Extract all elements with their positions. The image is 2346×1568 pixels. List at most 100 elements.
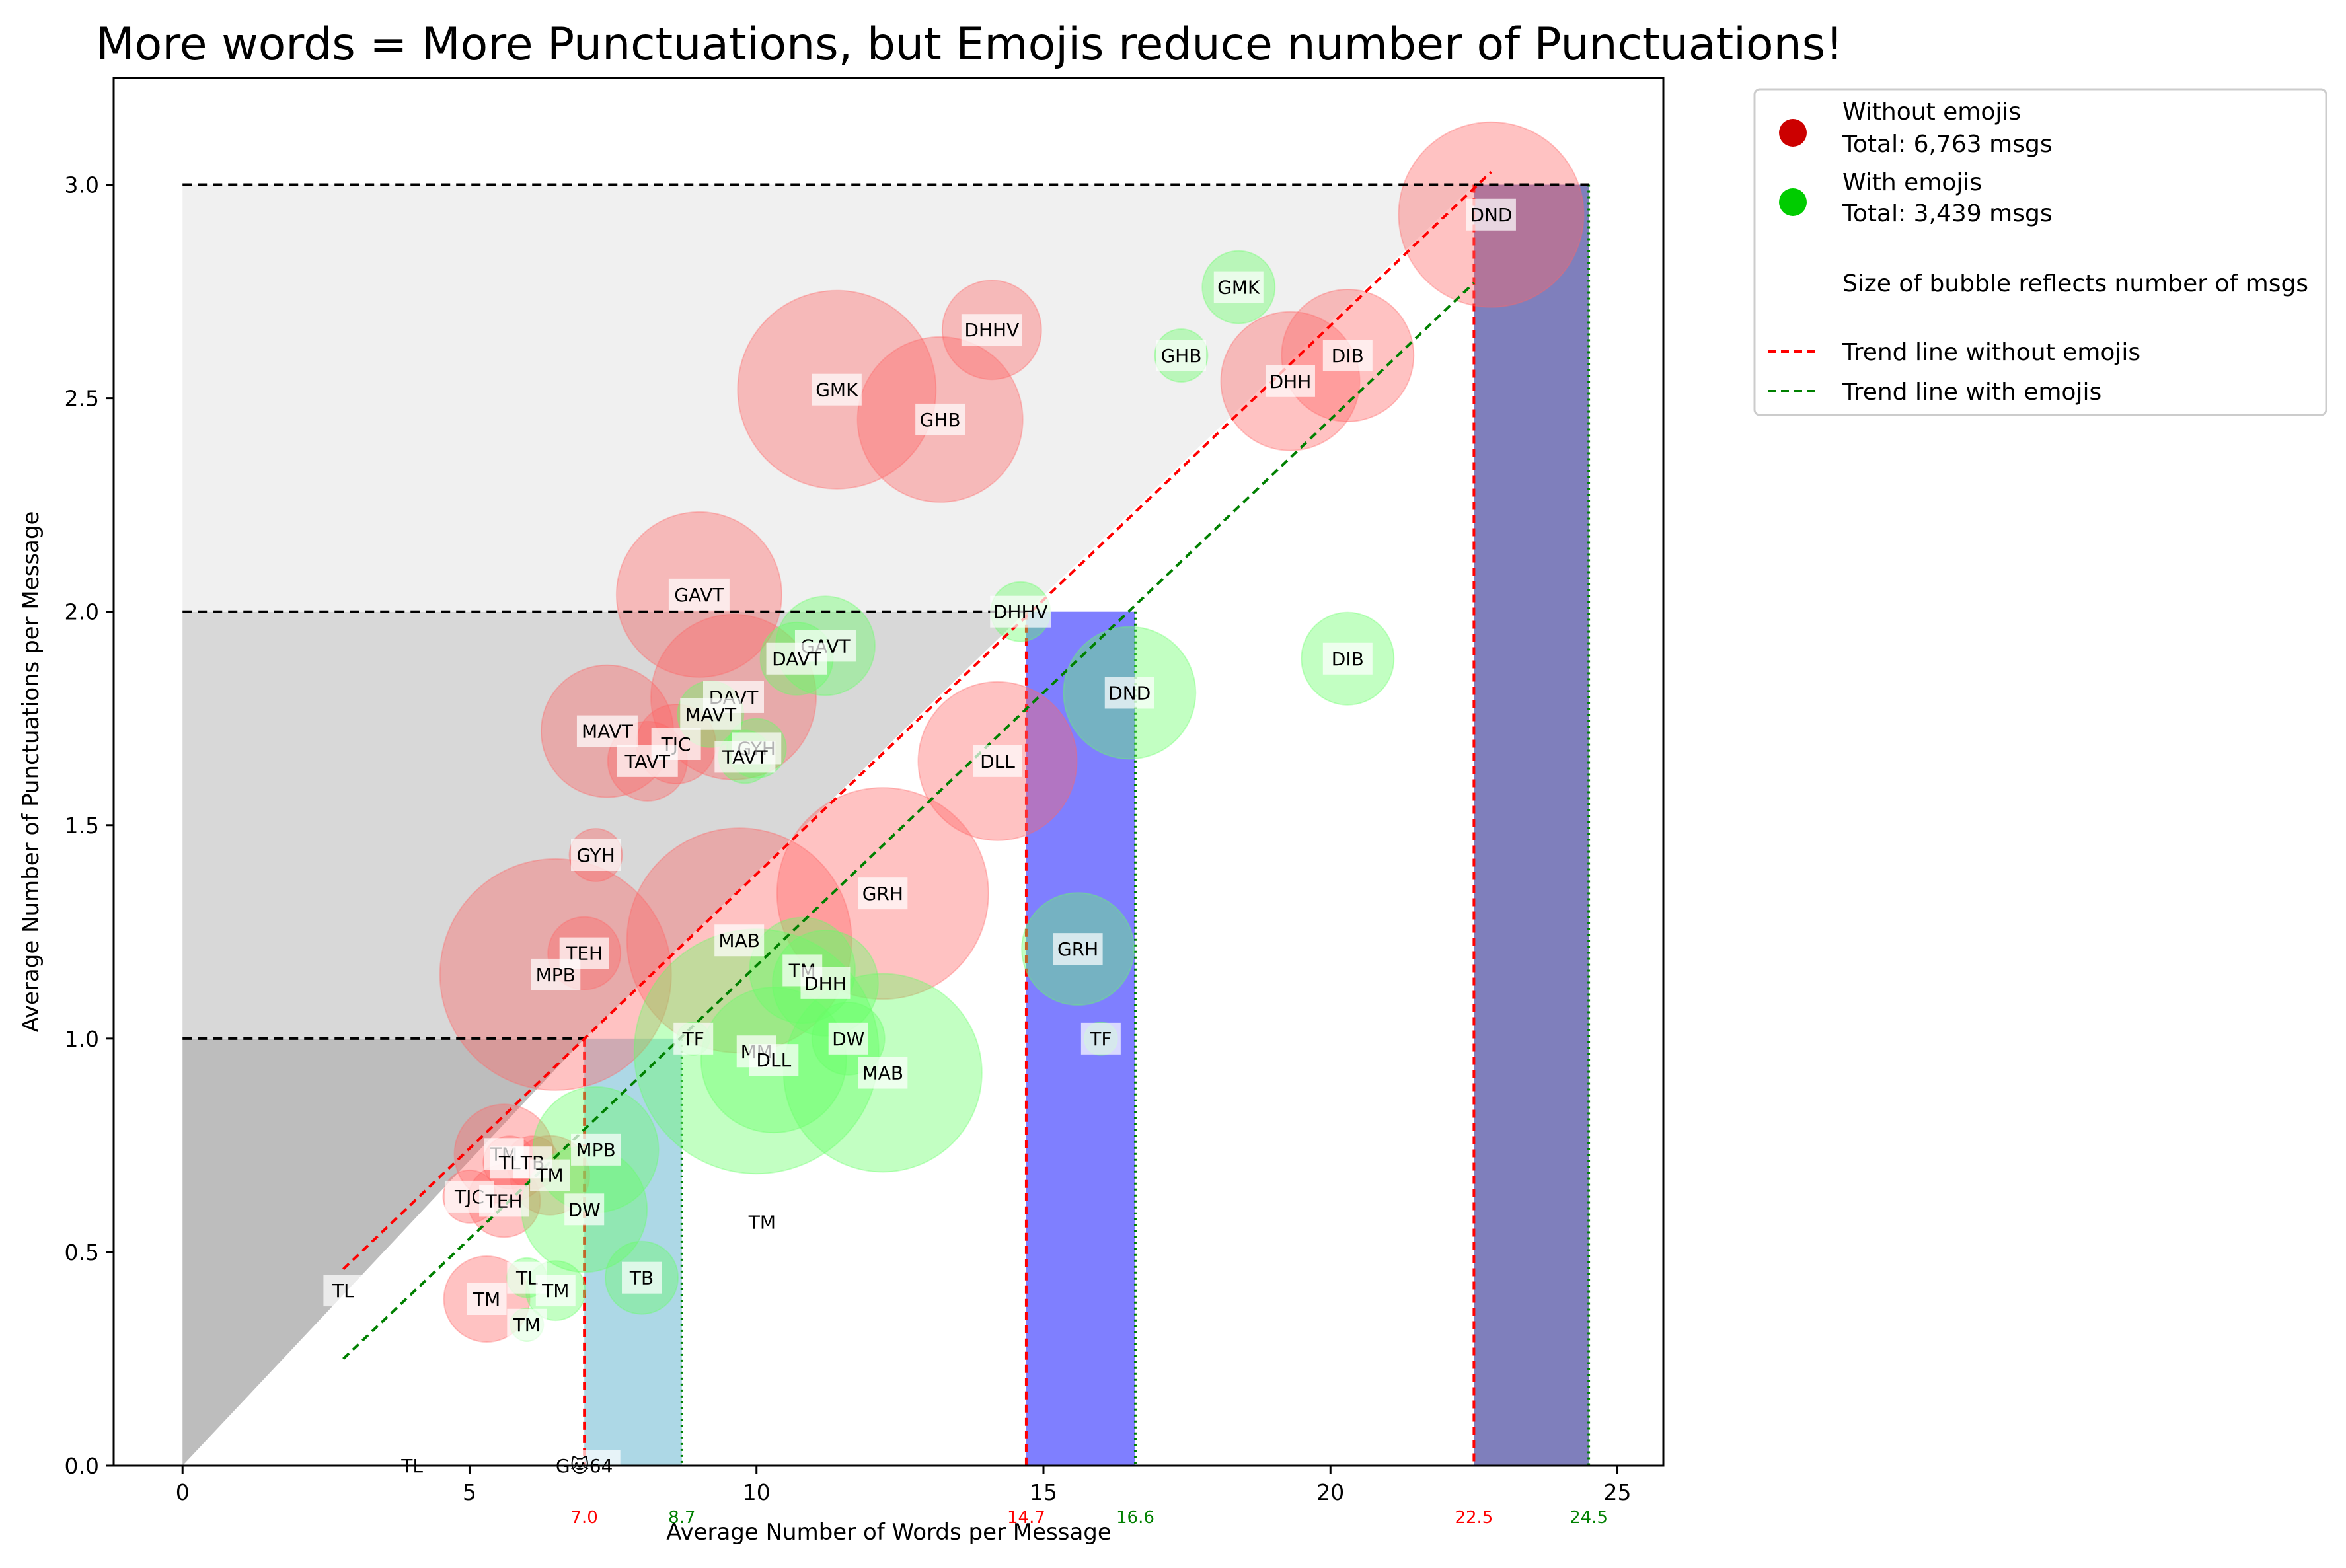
- bubble-label: TL: [332, 1280, 354, 1302]
- y-tick-label: 0.5: [65, 1240, 99, 1265]
- bubble-label: DLL: [756, 1049, 791, 1071]
- bubble-label-box: [531, 958, 581, 990]
- column-value-label: 7.0: [571, 1508, 598, 1528]
- bubble-label: GRH: [1057, 938, 1098, 960]
- legend-without-total: Total: 6,763 msgs: [1842, 131, 2053, 158]
- bubble-label: DW: [832, 1028, 864, 1050]
- bubble-label: DND: [1108, 682, 1151, 704]
- bubble-label-box: [1265, 365, 1315, 397]
- legend-with-marker: [1779, 188, 1807, 216]
- bubble-label-box: [479, 1185, 529, 1217]
- bubble-label-box: [766, 642, 827, 675]
- column-value-label: 16.6: [1116, 1508, 1154, 1528]
- bubble-label: GYH: [576, 844, 615, 866]
- bubble-label-box: [1466, 198, 1516, 231]
- bubble-label: TB: [629, 1267, 654, 1289]
- bubble-label: MAB: [862, 1063, 904, 1084]
- bubble-label: DIB: [1332, 648, 1364, 670]
- threshold-columns: 7.0 8.7 14.7 16.6 22.5 24.5: [571, 184, 1608, 1528]
- bubble-label-box: [571, 1133, 621, 1166]
- bubble-label: TEH: [485, 1190, 523, 1212]
- plot-frame: [112, 77, 1665, 1467]
- band-low: [182, 1038, 585, 1466]
- bubble-label: DHHV: [964, 319, 1019, 341]
- bubble-label: TM: [748, 1212, 776, 1234]
- legend-without-label: Without emojis: [1842, 98, 2021, 126]
- bubble-label: GRH: [862, 883, 903, 905]
- threshold-lines: [182, 183, 1589, 1040]
- bubble-label-box: [507, 1308, 547, 1341]
- bubble-label-box: [622, 1261, 662, 1294]
- legend-size-note: Size of bubble reflects number of msgs: [1842, 270, 2308, 297]
- legend-with-total: Total: 3,439 msgs: [1842, 200, 2053, 227]
- column-fill-1: [584, 1038, 682, 1466]
- y-tick-label: 2.5: [65, 386, 99, 412]
- bubble-label: TF: [1089, 1028, 1112, 1050]
- bubble-label-box: [749, 1044, 799, 1076]
- bubble-label: GMK: [1217, 277, 1260, 299]
- bubble-label-box: [714, 741, 776, 773]
- x-tick-label: 10: [743, 1479, 771, 1505]
- x-tick-label: 25: [1604, 1479, 1632, 1505]
- legend-trend-with-label: Trend line with emojis: [1842, 379, 2101, 406]
- bubble-label: DHHV: [993, 601, 1048, 623]
- legend: Without emojis Total: 6,763 msgs With em…: [1753, 88, 2327, 416]
- legend-box: [1753, 88, 2327, 416]
- bubble-label-box: [323, 1275, 363, 1307]
- bubble-label: TM: [473, 1288, 500, 1310]
- bubble-label-box: [673, 1022, 714, 1055]
- bubble-label-box: [828, 1022, 868, 1055]
- y-tick-label: 1.5: [65, 813, 99, 839]
- bubble-label-box: [1156, 340, 1206, 371]
- band-mid: [182, 611, 1026, 1039]
- bubble-label-box: [1322, 642, 1373, 675]
- legend-trend-without-label: Trend line without emojis: [1842, 339, 2140, 366]
- x-axis-label: Average Number of Words per Message: [666, 1519, 1112, 1546]
- bubble-label-box: [668, 578, 730, 611]
- bubble-label-box: [858, 1057, 908, 1089]
- bubble-label: DHH: [804, 973, 847, 994]
- bubble-label-box: [467, 1283, 507, 1315]
- bubble-label: TM: [541, 1280, 569, 1302]
- bubble-label-box: [714, 924, 765, 957]
- axes: 0 5 10 15 20 25 0.0 0.5 1.0 1.5 2.0 2.5 3.0: [65, 172, 1632, 1505]
- bubble-label-box: [571, 839, 621, 871]
- bubble-label: MAB: [718, 930, 760, 952]
- bubble-label: TL: [515, 1267, 538, 1289]
- bubble-label: MPB: [576, 1139, 615, 1161]
- bubble-label: DIB: [1332, 345, 1364, 367]
- column-value-label: 24.5: [1570, 1508, 1608, 1528]
- x-tick-label: 5: [463, 1479, 476, 1505]
- x-tick-label: 20: [1316, 1479, 1344, 1505]
- y-tick-label: 3.0: [65, 172, 99, 198]
- bubble-label: DND: [1470, 204, 1512, 226]
- bubble-label: GAVT: [674, 584, 724, 606]
- column-value-label: 8.7: [668, 1508, 695, 1528]
- bubble-label-box: [617, 745, 678, 777]
- bubble-label: DLL: [980, 751, 1015, 772]
- bubble-label-box: [973, 745, 1023, 777]
- bubble-label-box: [564, 1193, 605, 1226]
- bubble-label: TM: [535, 1165, 563, 1187]
- bubble-label-box: [535, 1275, 576, 1307]
- bubble-label-box: [858, 877, 908, 910]
- bubble-label: DW: [568, 1199, 601, 1220]
- bubble-label: MAVT: [685, 704, 737, 726]
- bubble-label: TF: [682, 1028, 704, 1050]
- x-tick-label: 15: [1030, 1479, 1057, 1505]
- bubble-label-box: [961, 314, 1022, 346]
- bubble-label: MPB: [536, 964, 576, 986]
- bubble-label: MAVT: [582, 721, 634, 743]
- chart-title: More words = More Punctuations, but Emoj…: [96, 19, 1843, 71]
- bubble-label-box: [915, 403, 965, 435]
- bubble-label: TAVT: [624, 751, 670, 772]
- bubble-label-box: [1053, 933, 1103, 965]
- bubble-label-box: [1104, 677, 1154, 709]
- bubble-label: TM: [513, 1314, 541, 1336]
- bubble-label: GHB: [920, 409, 961, 431]
- trend-line-without: [342, 170, 1492, 1271]
- trend-line-with: [342, 281, 1475, 1360]
- legend-without-marker: [1779, 119, 1807, 147]
- bubble-label-box: [812, 373, 862, 406]
